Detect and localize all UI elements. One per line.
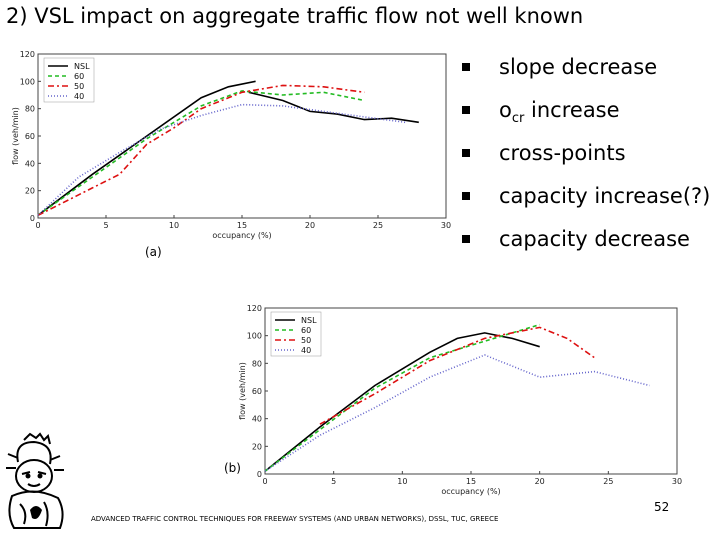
y-tick-label: 120 <box>20 50 35 59</box>
legend-label: 50 <box>301 336 311 345</box>
bullet-list: slope decrease ocr increase cross-points… <box>462 52 710 267</box>
y-tick-label: 60 <box>252 387 262 396</box>
series-line-nsl <box>37 80 256 216</box>
y-tick-label: 100 <box>247 332 262 341</box>
y-tick-label: 0 <box>30 214 35 223</box>
legend-label: 50 <box>74 82 84 91</box>
plot-frame <box>264 307 678 475</box>
x-tick-label: 20 <box>305 221 315 230</box>
series-line-nsl <box>248 91 419 124</box>
y-tick-label: 80 <box>25 105 35 114</box>
chart-b: 0 5 10 15 20 25 30 0 20 40 60 80 100 120 occupancy (%)… <box>238 304 682 496</box>
legend-label: 40 <box>74 92 84 101</box>
bullet-text: o <box>499 98 512 122</box>
bullet-text: capacity decrease <box>499 227 690 251</box>
y-tick-label: 80 <box>252 359 262 368</box>
panel-label-b: (b) <box>224 461 241 475</box>
bullet-ocr-increase: ocr increase <box>462 95 710 138</box>
bullet-text: cross-points <box>499 141 626 165</box>
legend-label: 40 <box>301 346 311 355</box>
x-tick-label: 15 <box>466 477 476 486</box>
y-tick-label: 20 <box>25 187 35 196</box>
bullet-capacity-decrease: capacity decrease <box>462 224 710 267</box>
series-line-40 <box>264 354 650 472</box>
y-tick-label: 0 <box>257 470 262 479</box>
x-tick-label: 0 <box>35 221 40 230</box>
y-tick-label: 120 <box>247 304 262 313</box>
y-tick-label: 60 <box>25 132 35 141</box>
x-tick-label: 15 <box>237 221 247 230</box>
bullet-slope-decrease: slope decrease <box>462 52 710 95</box>
chart-a: 0 5 10 15 20 25 30 0 20 40 60 80 100 120 occupancy (%)… <box>11 50 451 240</box>
y-tick-label: 100 <box>20 77 35 86</box>
y-axis-label: flow (veh/min) <box>11 107 20 165</box>
y-tick-label: 20 <box>252 442 262 451</box>
footer-text: ADVANCED TRAFFIC CONTROL TECHNIQUES FOR … <box>91 515 499 523</box>
page-number: 52 <box>654 500 670 514</box>
x-tick-label: 5 <box>331 477 336 486</box>
bullet-text: capacity increase(?) <box>499 184 711 208</box>
greek-figure-logo-icon <box>6 432 64 529</box>
legend-label: NSL <box>74 62 90 71</box>
x-tick-label: 5 <box>103 221 108 230</box>
series-line-60 <box>264 323 540 472</box>
x-tick-label: 10 <box>169 221 179 230</box>
slide-title: 2) VSL impact on aggregate traffic flow … <box>6 4 584 28</box>
legend-label: 60 <box>74 72 84 81</box>
x-tick-label: 30 <box>672 477 682 486</box>
bullet-subscript: cr <box>511 111 525 126</box>
panel-label-a: (a) <box>145 245 162 259</box>
x-axis-label: occupancy (%) <box>441 487 500 496</box>
x-tick-label: 25 <box>603 477 613 486</box>
y-tick-label: 40 <box>252 415 262 424</box>
bullet-suffix: increase <box>524 98 620 122</box>
legend-label: NSL <box>301 316 317 325</box>
x-tick-label: 10 <box>397 477 407 486</box>
x-axis-label: occupancy (%) <box>212 231 271 240</box>
y-axis-label: flow (veh/min) <box>238 362 247 420</box>
bullet-cross-points: cross-points <box>462 138 710 181</box>
series-line-50 <box>319 326 596 425</box>
x-tick-label: 25 <box>373 221 383 230</box>
y-tick-label: 40 <box>25 159 35 168</box>
series-line-nsl <box>264 332 540 472</box>
x-tick-label: 20 <box>535 477 545 486</box>
x-tick-label: 30 <box>441 221 451 230</box>
bullet-capacity-increase: capacity increase(?) <box>462 181 710 224</box>
legend-label: 60 <box>301 326 311 335</box>
plot-frame <box>37 53 447 219</box>
bullet-text: slope decrease <box>499 55 658 79</box>
series-line-60 <box>37 90 365 216</box>
x-tick-label: 0 <box>262 477 267 486</box>
